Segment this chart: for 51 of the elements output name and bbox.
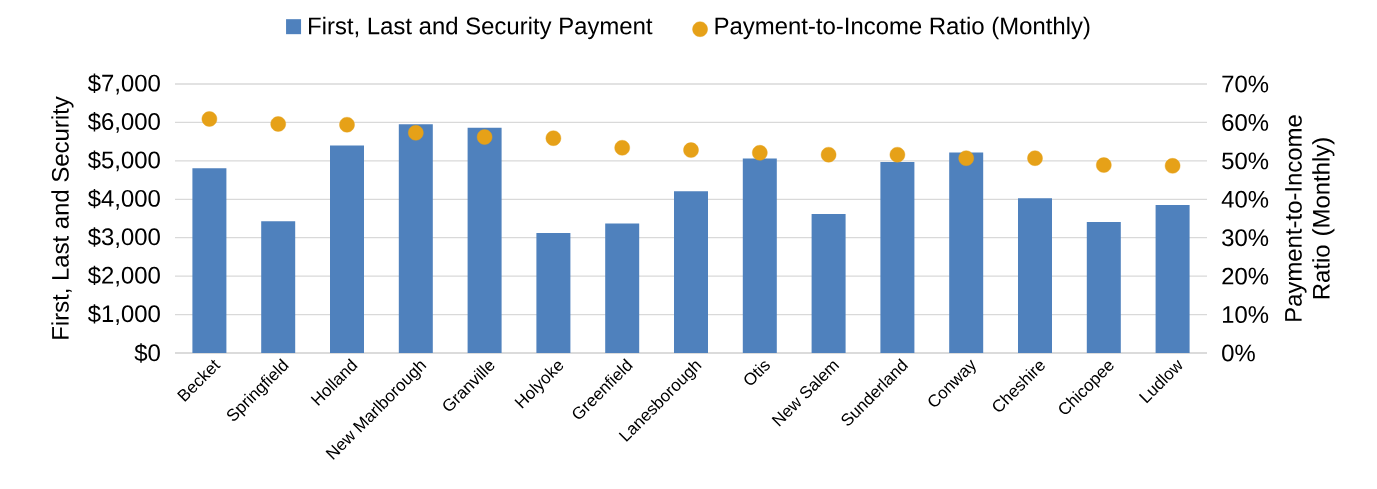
bar (949, 152, 984, 353)
legend-label: Payment-to-Income Ratio (Monthly) (715, 16, 1090, 40)
y-axis-title: First, Last and Security (51, 96, 74, 339)
y2-tick-label: 70% (1222, 75, 1269, 93)
y2-tick-label: 20% (1222, 267, 1269, 285)
point (545, 130, 562, 146)
point (270, 116, 286, 132)
point (752, 145, 768, 161)
bar (605, 223, 640, 353)
bar (880, 162, 915, 353)
x-tick-label: Otis (744, 361, 770, 385)
y-tick-label: $7,000 (87, 73, 160, 95)
y2-tick-label: 50% (1222, 152, 1269, 170)
bar (1155, 205, 1190, 353)
y-tick-label: $2,000 (87, 265, 160, 287)
bar (1018, 198, 1052, 353)
point (1164, 158, 1181, 174)
point (201, 111, 218, 127)
point (1027, 150, 1043, 166)
y2-tick-label: 10% (1222, 306, 1269, 324)
point (408, 125, 424, 141)
point (476, 129, 493, 145)
bar (467, 127, 502, 353)
y2-axis-title: Payment-to-Income Ratio (Monthly) (1285, 115, 1335, 321)
y-tick-label: $3,000 (87, 227, 160, 249)
bar (742, 158, 777, 353)
bar (811, 213, 846, 353)
y2-tick-label: 60% (1222, 113, 1269, 131)
legend-label: First, Last and Security Payment (309, 16, 653, 40)
point (1096, 157, 1112, 173)
bar (674, 191, 708, 353)
bar (398, 124, 433, 353)
y2-tick-label: 40% (1221, 190, 1269, 208)
bar (536, 233, 571, 353)
y-tick-label: $4,000 (87, 188, 160, 210)
y-tick-label: $1,000 (87, 304, 160, 325)
point (339, 117, 355, 133)
point (614, 140, 630, 156)
point (820, 147, 837, 163)
point (889, 147, 906, 163)
bar (192, 168, 227, 353)
bar (261, 221, 296, 353)
y-tick-label: $0 (134, 343, 160, 363)
y2-tick-label: 0% (1222, 344, 1255, 362)
y2-tick-label: 30% (1222, 229, 1269, 247)
point (958, 150, 974, 166)
point (683, 142, 699, 158)
y-tick-label: $5,000 (87, 150, 160, 172)
y-tick-label: $6,000 (87, 112, 160, 133)
bar (1086, 221, 1121, 353)
bar (330, 145, 364, 353)
